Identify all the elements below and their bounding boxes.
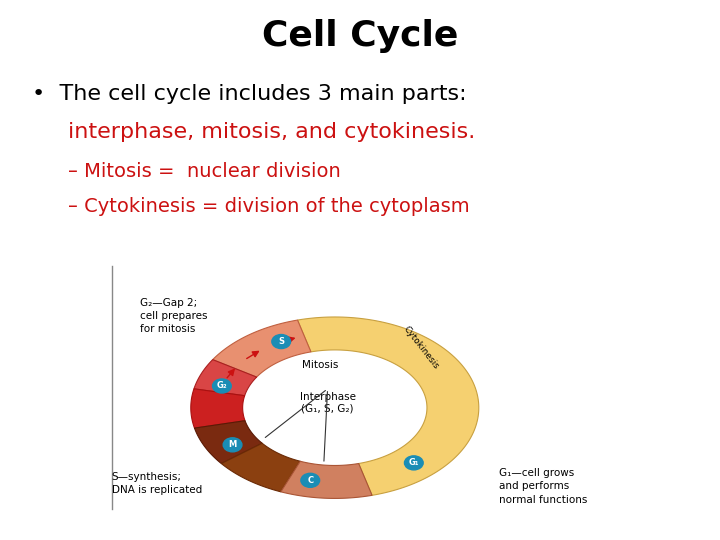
Text: Cell Cycle: Cell Cycle (262, 19, 458, 53)
Polygon shape (194, 360, 256, 396)
Text: M: M (228, 440, 237, 449)
Text: G₁—cell grows
and performs
normal functions: G₁—cell grows and performs normal functi… (499, 468, 588, 504)
Text: – Mitosis =  nuclear division: – Mitosis = nuclear division (68, 162, 341, 181)
Polygon shape (221, 443, 300, 492)
Text: – Cytokinesis = division of the cytoplasm: – Cytokinesis = division of the cytoplas… (68, 197, 470, 216)
Text: C: C (307, 476, 313, 485)
Circle shape (272, 334, 291, 348)
Polygon shape (212, 320, 311, 377)
Polygon shape (194, 421, 262, 463)
Text: G₁: G₁ (408, 458, 419, 468)
Text: G₂—Gap 2;
cell prepares
for mitosis: G₂—Gap 2; cell prepares for mitosis (140, 298, 208, 334)
Circle shape (301, 473, 320, 487)
Text: S—synthesis;
DNA is replicated: S—synthesis; DNA is replicated (112, 472, 202, 495)
Polygon shape (281, 461, 372, 498)
Text: Cytokinesis: Cytokinesis (402, 324, 441, 370)
Circle shape (405, 456, 423, 470)
Polygon shape (191, 389, 245, 428)
Text: Interphase
(G₁, S, G₂): Interphase (G₁, S, G₂) (300, 392, 356, 413)
Polygon shape (297, 317, 479, 495)
Text: S: S (278, 337, 284, 346)
Circle shape (212, 379, 231, 393)
Text: •  The cell cycle includes 3 main parts:: • The cell cycle includes 3 main parts: (32, 84, 467, 104)
Text: interphase, mitosis, and cytokinesis.: interphase, mitosis, and cytokinesis. (68, 122, 476, 141)
Text: Mitosis: Mitosis (302, 360, 338, 370)
Circle shape (223, 438, 242, 452)
Text: G₂: G₂ (217, 381, 228, 390)
